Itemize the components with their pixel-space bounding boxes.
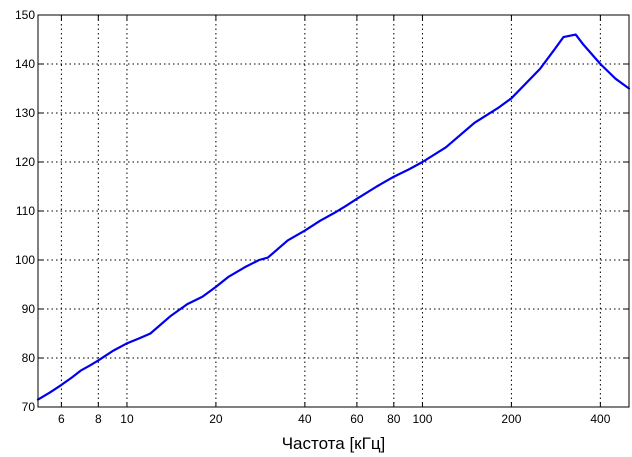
- x-tick-labels: 6 8 10 20 40 60 80 100 200 400: [58, 412, 611, 426]
- x-tick-label: 6: [58, 412, 65, 426]
- y-tick-label: 90: [22, 302, 36, 316]
- x-tick-label: 8: [95, 412, 102, 426]
- x-tick-label: 400: [590, 412, 610, 426]
- x-axis-title: Частота [кГц]: [282, 434, 386, 453]
- x-tick-label: 60: [350, 412, 364, 426]
- x-tick-label: 20: [209, 412, 223, 426]
- x-tick-label: 80: [387, 412, 401, 426]
- y-tick-label: 70: [22, 400, 36, 414]
- y-tick-labels: 70 80 90 100 110 120 130 140 150: [15, 8, 35, 414]
- data-series: [36, 33, 631, 401]
- y-tick-label: 150: [15, 8, 35, 22]
- y-tick-label: 80: [22, 351, 36, 365]
- y-tick-label: 110: [16, 204, 35, 218]
- plot-frame: [37, 14, 630, 408]
- y-tick-label: 100: [15, 253, 35, 267]
- x-tick-label: 200: [501, 412, 521, 426]
- y-tick-label: 140: [15, 57, 35, 71]
- x-tick-label: 100: [412, 412, 432, 426]
- grid: [38, 15, 629, 407]
- y-tick-label: 130: [15, 106, 35, 120]
- series-line: [36, 33, 631, 401]
- x-tick-label: 40: [298, 412, 312, 426]
- x-tick-label: 10: [120, 412, 134, 426]
- y-tick-label: 120: [15, 155, 35, 169]
